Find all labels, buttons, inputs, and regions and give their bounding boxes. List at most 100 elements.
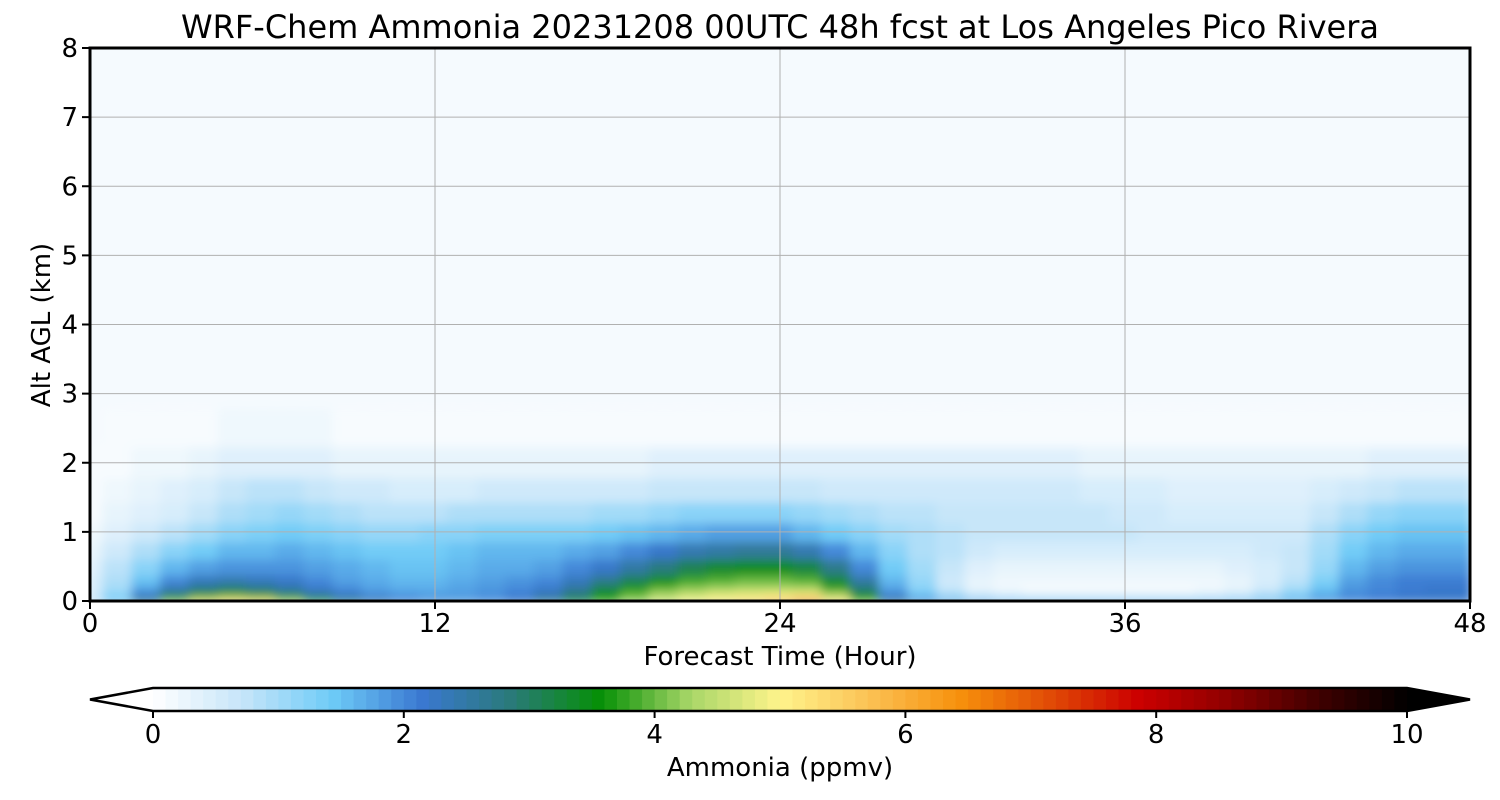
- heatmap-cell: [102, 555, 136, 576]
- y-tick-label: 0: [61, 587, 78, 617]
- heatmap-cell: [1424, 581, 1458, 593]
- heatmap-cell: [1079, 581, 1113, 593]
- heatmap-cell: [677, 555, 711, 576]
- heatmap-cell: [1194, 443, 1228, 479]
- heatmap-cell: [619, 443, 653, 479]
- heatmap-cell: [102, 538, 136, 560]
- heatmap-cell: [734, 519, 768, 543]
- colorbar-tick-label: 4: [646, 720, 663, 750]
- heatmap-cell: [562, 538, 596, 560]
- heatmap-cell: [1453, 588, 1470, 598]
- heatmap-cell: [361, 588, 394, 598]
- heatmap-cell: [878, 588, 912, 598]
- heatmap-cell: [274, 408, 308, 448]
- heatmap-cell: [907, 498, 941, 524]
- heatmap-cell: [562, 588, 596, 598]
- heatmap-cell: [936, 519, 969, 543]
- heatmap-cell: [677, 588, 711, 598]
- colorbar-segment: [1269, 688, 1283, 711]
- heatmap-cell: [1281, 443, 1314, 479]
- heatmap-cell: [1166, 498, 1199, 524]
- colorbar-segment: [353, 688, 367, 711]
- heatmap-cell: [1223, 443, 1257, 479]
- x-tick-label: 0: [82, 609, 99, 639]
- heatmap-cell: [936, 555, 969, 576]
- colorbar-segment: [1118, 688, 1132, 711]
- heatmap-cell: [964, 538, 998, 560]
- heatmap-cell: [217, 498, 251, 524]
- y-tick-label: 5: [61, 241, 78, 271]
- colorbar-segment: [679, 688, 693, 711]
- heatmap-cell: [734, 555, 768, 576]
- heatmap-cell: [1367, 443, 1401, 479]
- heatmap-cell: [131, 408, 164, 448]
- colorbar-segment: [1043, 688, 1057, 711]
- heatmap-cell: [102, 498, 136, 524]
- heatmap-cell: [447, 519, 481, 543]
- heatmap-cell: [217, 443, 251, 479]
- heatmap-cell: [131, 474, 164, 503]
- heatmap-cell: [159, 443, 193, 479]
- x-tick-label: 12: [418, 609, 451, 639]
- heatmap-cell: [332, 581, 366, 593]
- heatmap-cell: [1194, 474, 1228, 503]
- heatmap-cell: [1194, 588, 1228, 598]
- heatmap-cell: [1252, 408, 1286, 448]
- heatmap-cell: [361, 498, 394, 524]
- heatmap-cell: [1079, 443, 1113, 479]
- heatmap-cell: [246, 474, 279, 503]
- heatmap-cell: [1367, 474, 1401, 503]
- heatmap-cell: [533, 581, 567, 593]
- heatmap-cell: [907, 588, 941, 598]
- heatmap-cell: [188, 555, 222, 576]
- colorbar-segment: [278, 688, 292, 711]
- heatmap-cell: [907, 538, 941, 560]
- heatmap-cell: [936, 581, 969, 593]
- heatmap-cell: [619, 498, 653, 524]
- colorbar-segment: [1030, 688, 1044, 711]
- heatmap-cell: [1309, 443, 1343, 479]
- heatmap-cell: [246, 588, 279, 598]
- heatmap-cell: [993, 408, 1027, 448]
- colorbar-segment: [1106, 688, 1120, 711]
- heatmap-cell: [504, 581, 538, 593]
- heatmap-cell: [734, 581, 768, 593]
- heatmap-cell: [1079, 538, 1113, 560]
- colorbar-segment: [1331, 688, 1345, 711]
- heatmap-cell: [504, 443, 538, 479]
- heatmap-cell: [1137, 408, 1171, 448]
- heatmap-cell: [964, 408, 998, 448]
- colorbar-segment: [867, 688, 881, 711]
- colorbar-segment: [1394, 688, 1408, 711]
- heatmap-cell: [734, 443, 768, 479]
- heatmap-cell: [1166, 443, 1199, 479]
- heatmap-cell: [246, 519, 279, 543]
- heatmap-cell: [389, 443, 423, 479]
- heatmap-cell: [274, 588, 308, 598]
- heatmap-cell: [246, 538, 279, 560]
- colorbar-segment: [943, 688, 957, 711]
- colorbar-segment: [203, 688, 217, 711]
- heatmap-cell: [1396, 581, 1429, 593]
- heatmap-cell: [878, 581, 912, 593]
- colorbar-tick-label: 0: [145, 720, 162, 750]
- heatmap-cell: [1194, 555, 1228, 576]
- heatmap-cell: [90, 474, 107, 503]
- heatmap-cell: [476, 498, 509, 524]
- colorbar-segment: [742, 688, 756, 711]
- heatmap-cell: [1338, 443, 1372, 479]
- heatmap-cell: [1367, 588, 1401, 598]
- heatmap-cell: [131, 555, 164, 576]
- heatmap-cell: [964, 581, 998, 593]
- heatmap-cell: [303, 538, 337, 560]
- heatmap-cell: [332, 538, 366, 560]
- heatmap-cell: [188, 443, 222, 479]
- heatmap-cell: [1367, 555, 1401, 576]
- heatmap-cell: [476, 519, 509, 543]
- heatmap-cell: [1051, 443, 1084, 479]
- heatmap-cell: [849, 498, 883, 524]
- colorbar-segment: [654, 688, 668, 711]
- heatmap-cell: [993, 581, 1027, 593]
- colorbar-segment: [453, 688, 468, 711]
- heatmap-cell: [361, 408, 394, 448]
